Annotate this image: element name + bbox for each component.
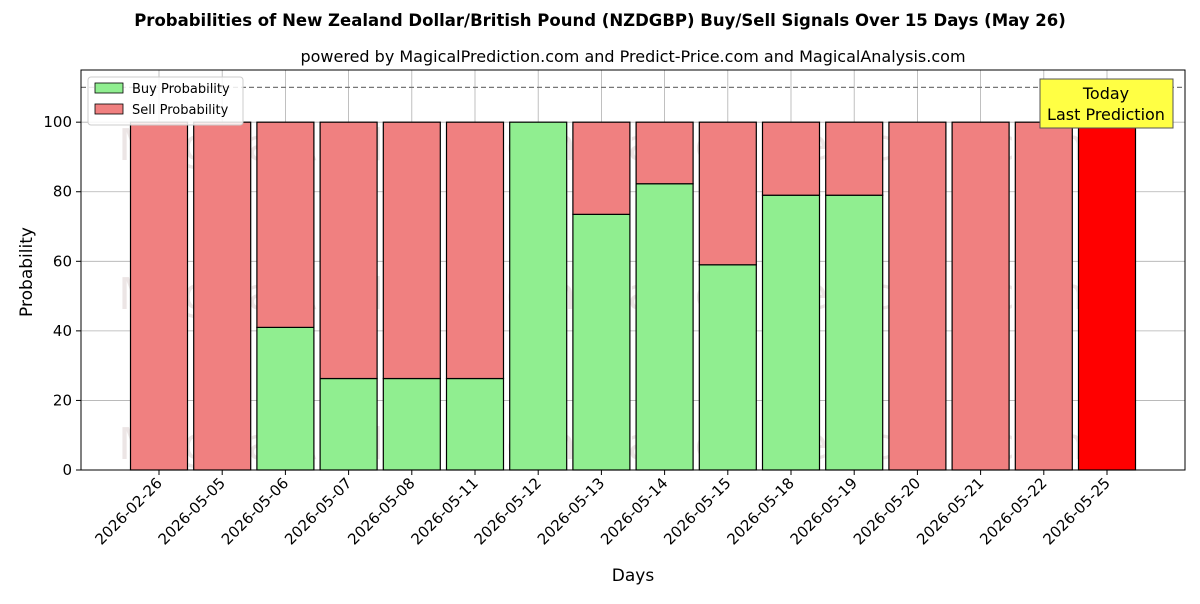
sell-bar xyxy=(635,121,694,185)
sell-bar xyxy=(1077,121,1137,471)
sell-bar xyxy=(572,121,631,215)
sell-bar xyxy=(382,121,441,380)
x-tick-label: 2026-05-25 xyxy=(1039,474,1113,548)
sell-bar xyxy=(825,121,884,196)
x-tick-label: 2026-02-26 xyxy=(91,474,165,548)
x-tick-label: 2026-05-18 xyxy=(723,474,797,548)
y-axis-label: Probability xyxy=(17,227,37,317)
buy-bar xyxy=(319,377,378,471)
legend-label-sell: Sell Probability xyxy=(132,103,229,118)
sell-bar xyxy=(761,121,821,196)
sell-bar xyxy=(951,121,1010,471)
annotation-line-1: Today xyxy=(1082,84,1129,103)
y-tick-label: 40 xyxy=(53,322,72,340)
sell-bar xyxy=(256,121,315,328)
legend-swatch-sell xyxy=(94,103,124,115)
annotation-line-2: Last Prediction xyxy=(1047,105,1165,124)
buy-bar xyxy=(698,264,757,471)
buy-bar xyxy=(761,194,821,471)
y-tick-label: 100 xyxy=(43,113,72,131)
x-tick-label: 2026-05-21 xyxy=(913,474,987,548)
x-tick-label: 2026-05-13 xyxy=(534,474,608,548)
legend-frame xyxy=(87,76,244,126)
legend-swatch-buy xyxy=(94,82,124,94)
chart-title: Probabilities of New Zealand Dollar/Brit… xyxy=(134,11,1066,30)
buy-bar xyxy=(256,326,315,471)
annotation-box xyxy=(1039,78,1174,129)
x-tick-label: 2026-05-11 xyxy=(407,474,481,548)
sell-bar xyxy=(888,121,947,471)
sell-bar xyxy=(445,121,505,380)
buy-bar xyxy=(635,183,694,471)
legend-label-buy: Buy Probability xyxy=(132,82,230,97)
y-tick-label: 60 xyxy=(53,252,72,270)
today-annotation: Today Last Prediction xyxy=(1039,78,1174,129)
sell-bar xyxy=(698,121,757,266)
sell-bar xyxy=(319,121,378,380)
x-tick-label: 2026-05-08 xyxy=(344,474,418,548)
x-tick-label: 2026-05-06 xyxy=(218,474,292,548)
y-tick-label: 0 xyxy=(62,461,72,479)
x-tick-label: 2026-05-15 xyxy=(660,474,734,548)
x-tick-label: 2026-05-14 xyxy=(597,474,671,548)
buy-bar xyxy=(825,194,884,471)
buy-bar xyxy=(382,377,441,471)
x-tick-label: 2026-05-12 xyxy=(471,474,545,548)
sell-bar xyxy=(129,121,189,471)
buy-bar xyxy=(509,121,568,471)
y-tick-label: 80 xyxy=(53,183,72,201)
x-tick-label: 2026-05-22 xyxy=(976,474,1050,548)
sell-bar xyxy=(1014,121,1073,471)
plot-frame xyxy=(80,69,1186,471)
x-tick-label: 2026-05-19 xyxy=(787,474,861,548)
legend: Buy Probability Sell Probability xyxy=(87,76,244,126)
x-tick-label: 2026-05-20 xyxy=(850,474,924,548)
bar-layer xyxy=(129,121,1137,471)
x-tick-label: 2026-05-05 xyxy=(155,474,229,548)
sell-bar xyxy=(193,121,252,471)
y-tick-label: 20 xyxy=(53,391,72,409)
chart-subtitle: powered by MagicalPrediction.com and Pre… xyxy=(300,47,965,66)
buy-bar xyxy=(572,213,631,471)
x-tick-label: 2026-05-07 xyxy=(281,474,355,548)
x-axis-label: Days xyxy=(612,566,655,586)
buy-bar xyxy=(445,377,505,471)
